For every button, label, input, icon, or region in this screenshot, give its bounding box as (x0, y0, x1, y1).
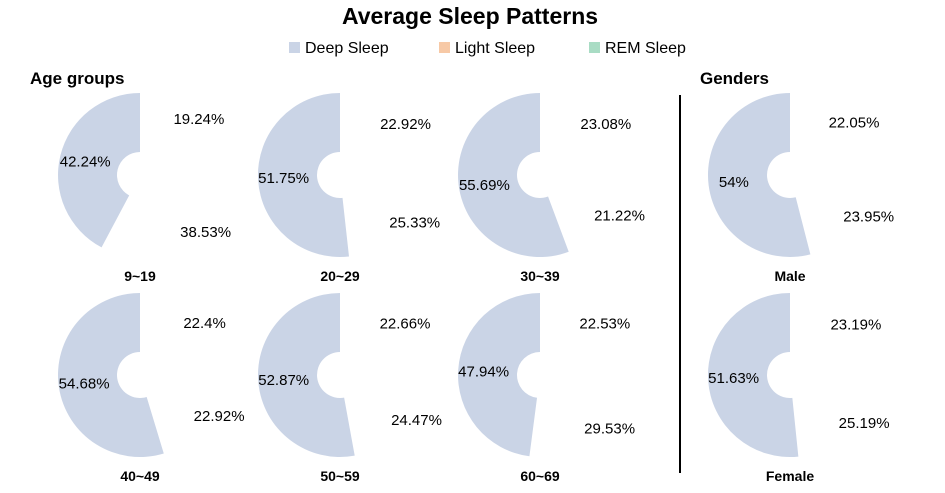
donut-60-69: 47.94% 22.53% 29.53% 60~69 (458, 293, 635, 484)
legend-swatch-rem-sleep (589, 42, 600, 53)
category-label-40-49: 40~49 (120, 468, 160, 484)
donut-charts: 42.24% 19.24% 38.53% 9~19 51.75% 22.92% 25.33%… (58, 92, 894, 484)
label-light-sleep-40-49: 22.4% (183, 315, 226, 332)
category-label-30-39: 30~39 (520, 268, 560, 284)
label-deep-sleep-50-59: 52.87% (258, 372, 309, 389)
category-label-female: Female (766, 468, 814, 484)
genders-heading: Genders (700, 69, 769, 88)
donut-50-59: 52.87% 22.66% 24.47% 50~59 (258, 293, 442, 484)
label-rem-sleep-40-49: 22.92% (194, 408, 245, 425)
label-deep-sleep-male: 54% (719, 174, 749, 191)
legend-swatch-light-sleep (439, 42, 450, 53)
age-groups-heading: Age groups (30, 69, 124, 88)
label-deep-sleep-40-49: 54.68% (59, 375, 110, 392)
donut-9-19: 42.24% 19.24% 38.53% 9~19 (58, 93, 231, 284)
slice-deep-sleep-50-59 (258, 293, 355, 457)
donut-30-39: 55.69% 23.08% 21.22% 30~39 (458, 93, 645, 284)
category-label-20-29: 20~29 (320, 268, 360, 284)
legend-label-deep-sleep: Deep Sleep (305, 40, 389, 57)
donut-male: 54% 22.05% 23.95% Male (707, 93, 894, 284)
label-light-sleep-female: 23.19% (830, 316, 881, 333)
donut-20-29: 51.75% 22.92% 25.33% 20~29 (257, 92, 440, 284)
category-label-male: Male (774, 268, 805, 284)
slice-deep-sleep-male (707, 93, 811, 257)
category-label-9-19: 9~19 (124, 268, 156, 284)
donut-40-49: 54.68% 22.4% 22.92% 40~49 (58, 293, 245, 484)
slice-deep-sleep-20-29 (257, 92, 349, 258)
category-label-50-59: 50~59 (320, 468, 360, 484)
label-light-sleep-50-59: 22.66% (380, 316, 431, 333)
donut-female: 51.63% 23.19% 25.19% Female (707, 292, 890, 484)
slice-deep-sleep-60-69 (458, 293, 540, 457)
label-light-sleep-60-69: 22.53% (579, 315, 630, 332)
label-light-sleep-20-29: 22.92% (380, 116, 431, 133)
label-light-sleep-9-19: 19.24% (173, 111, 224, 128)
chart-title: Average Sleep Patterns (342, 3, 598, 29)
label-rem-sleep-20-29: 25.33% (389, 214, 440, 231)
label-deep-sleep-30-39: 55.69% (459, 177, 510, 194)
label-deep-sleep-9-19: 42.24% (60, 153, 111, 170)
label-light-sleep-male: 22.05% (829, 115, 880, 132)
label-deep-sleep-female: 51.63% (708, 370, 759, 387)
label-deep-sleep-60-69: 47.94% (458, 363, 509, 380)
label-light-sleep-30-39: 23.08% (580, 116, 631, 133)
label-deep-sleep-20-29: 51.75% (258, 170, 309, 187)
label-rem-sleep-60-69: 29.53% (584, 420, 635, 437)
legend-swatch-deep-sleep (289, 42, 300, 53)
legend-label-rem-sleep: REM Sleep (605, 40, 686, 57)
legend-item-rem-sleep: REM Sleep (589, 40, 686, 57)
category-label-60-69: 60~69 (520, 468, 560, 484)
label-rem-sleep-male: 23.95% (843, 209, 894, 226)
legend-item-light-sleep: Light Sleep (439, 40, 535, 57)
slice-deep-sleep-30-39 (458, 93, 569, 258)
slice-deep-sleep-female (707, 292, 799, 457)
legend-item-deep-sleep: Deep Sleep (289, 40, 389, 57)
legend: Deep Sleep Light Sleep REM Sleep (289, 40, 686, 57)
label-rem-sleep-9-19: 38.53% (180, 224, 231, 241)
label-rem-sleep-female: 25.19% (839, 415, 890, 432)
slice-deep-sleep-9-19 (58, 93, 140, 248)
label-rem-sleep-30-39: 21.22% (594, 207, 645, 224)
legend-label-light-sleep: Light Sleep (455, 40, 535, 57)
label-rem-sleep-50-59: 24.47% (391, 412, 442, 429)
slice-deep-sleep-40-49 (58, 293, 164, 457)
